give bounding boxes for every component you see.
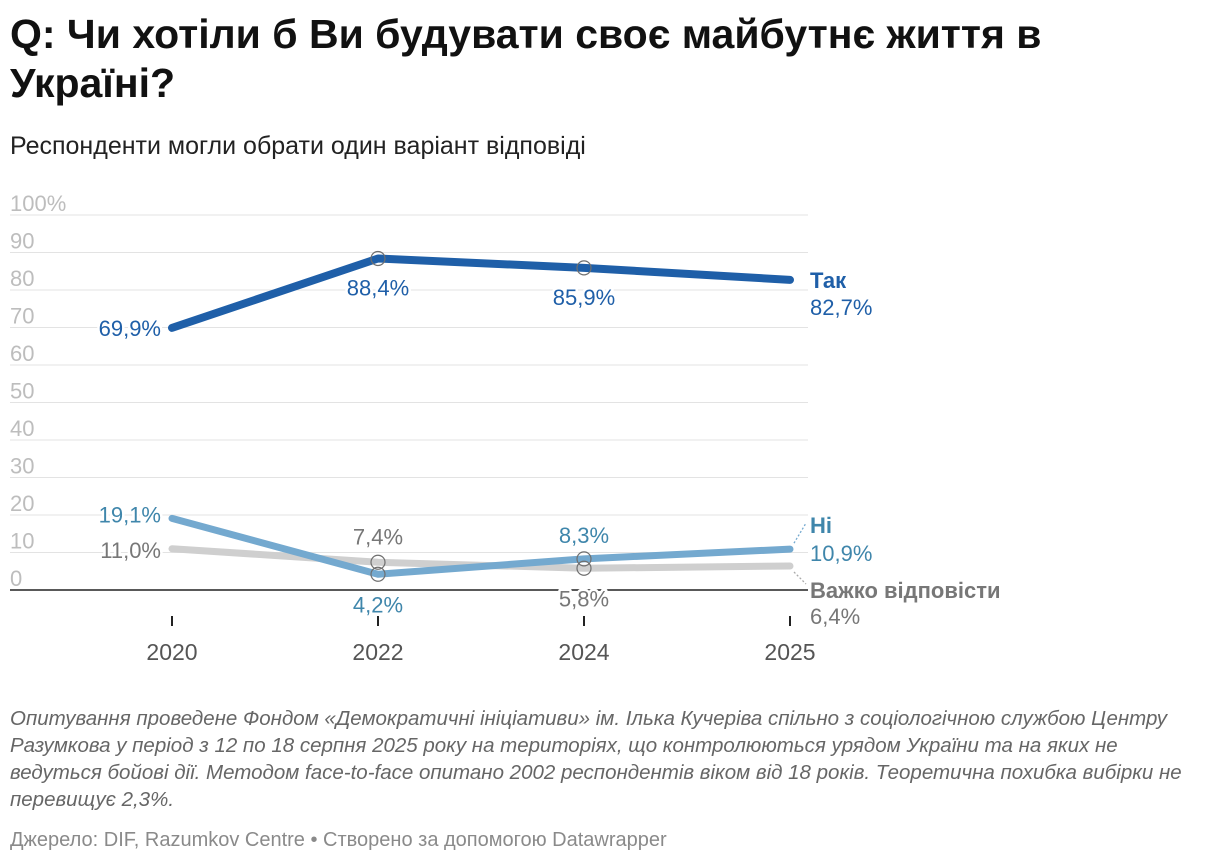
data-label-halo: 5,8% bbox=[559, 586, 609, 611]
data-label: 4,2% bbox=[353, 592, 403, 617]
y-tick-label: 40 bbox=[10, 416, 34, 441]
y-tick-label: 60 bbox=[10, 341, 34, 366]
line-chart: 0 10 20 30 40 50 60 70 80 90 100% 2020 2022 2024 2025… bbox=[10, 191, 1001, 665]
y-tick-label: 50 bbox=[10, 379, 34, 404]
point-marker bbox=[370, 566, 386, 582]
data-label: 6,4% bbox=[810, 604, 860, 629]
series-label: Ні bbox=[810, 513, 832, 538]
data-label-halo: 8,3% bbox=[559, 523, 609, 548]
y-axis-ticks: 0 10 20 30 40 50 60 70 80 90 100% bbox=[10, 191, 66, 591]
data-label-halo: 4,2% bbox=[353, 592, 403, 617]
data-label-halo: 82,7% bbox=[810, 295, 872, 320]
data-label: 82,7% bbox=[810, 295, 872, 320]
gridlines bbox=[10, 214, 808, 553]
data-label: 69,9% bbox=[99, 316, 161, 341]
data-label: 11,0% bbox=[100, 538, 161, 563]
data-labels: 69,9%69,9%88,4%88,4% 85,9%85,9% 82,7%82,7%… bbox=[96, 268, 1001, 632]
point-marker bbox=[576, 260, 592, 276]
data-label: 19,1% bbox=[99, 502, 161, 527]
data-label: 85,9% bbox=[553, 285, 615, 310]
data-label-halo: 11,0% bbox=[100, 538, 161, 563]
y-tick-label: 30 bbox=[10, 454, 34, 479]
y-tick-label: 70 bbox=[10, 304, 34, 329]
x-axis: 2020 2022 2024 2025 bbox=[10, 589, 816, 665]
series-label: Важко відповісти bbox=[810, 578, 1001, 603]
y-tick-label: 80 bbox=[10, 266, 34, 291]
y-tick-label: 20 bbox=[10, 491, 34, 516]
data-label-halo: 85,9% bbox=[553, 285, 615, 310]
data-label-halo: 10,9% bbox=[810, 541, 872, 566]
point-marker bbox=[370, 250, 386, 267]
data-label: 88,4% bbox=[347, 276, 409, 301]
point-marker bbox=[576, 560, 592, 576]
x-tick-label: 2020 bbox=[146, 639, 197, 665]
data-label-halo: 69,9% bbox=[99, 316, 161, 341]
data-label: 10,9% bbox=[810, 541, 872, 566]
data-label: 7,4% bbox=[353, 524, 403, 549]
point-marker bbox=[370, 554, 386, 570]
data-label-halo: 7,4% bbox=[353, 524, 403, 549]
x-tick-label: 2025 bbox=[764, 639, 815, 665]
label-connector bbox=[793, 571, 807, 585]
x-tick-label: 2022 bbox=[352, 639, 403, 665]
label-connector bbox=[793, 522, 807, 544]
data-label-halo: 19,1% bbox=[99, 502, 161, 527]
data-label: 5,8% bbox=[559, 586, 609, 611]
data-label-halo: 88,4% bbox=[347, 276, 409, 301]
series-lines bbox=[168, 250, 794, 582]
source-line: Джерело: DIF, Razumkov Centre • Створено… bbox=[10, 829, 667, 851]
series-label: Так bbox=[810, 268, 847, 293]
chart-title: Q: Чи хотіли б Ви будувати своє майбутнє… bbox=[10, 11, 1042, 106]
series-line bbox=[168, 254, 794, 332]
data-label: 8,3% bbox=[559, 523, 609, 548]
data-label-halo: 6,4% bbox=[810, 604, 860, 629]
y-tick-label: 10 bbox=[10, 529, 34, 554]
chart-subtitle: Респонденти могли обрати один варіант ві… bbox=[10, 132, 586, 160]
y-tick-label: 100% bbox=[10, 191, 66, 216]
x-tick-label: 2024 bbox=[558, 639, 609, 665]
series-line bbox=[168, 514, 794, 578]
y-tick-label: 90 bbox=[10, 229, 34, 254]
methodology-note: Опитування проведене Фондом «Демократичн… bbox=[10, 707, 1182, 811]
point-marker bbox=[576, 551, 592, 567]
y-tick-label: 0 bbox=[10, 566, 22, 591]
